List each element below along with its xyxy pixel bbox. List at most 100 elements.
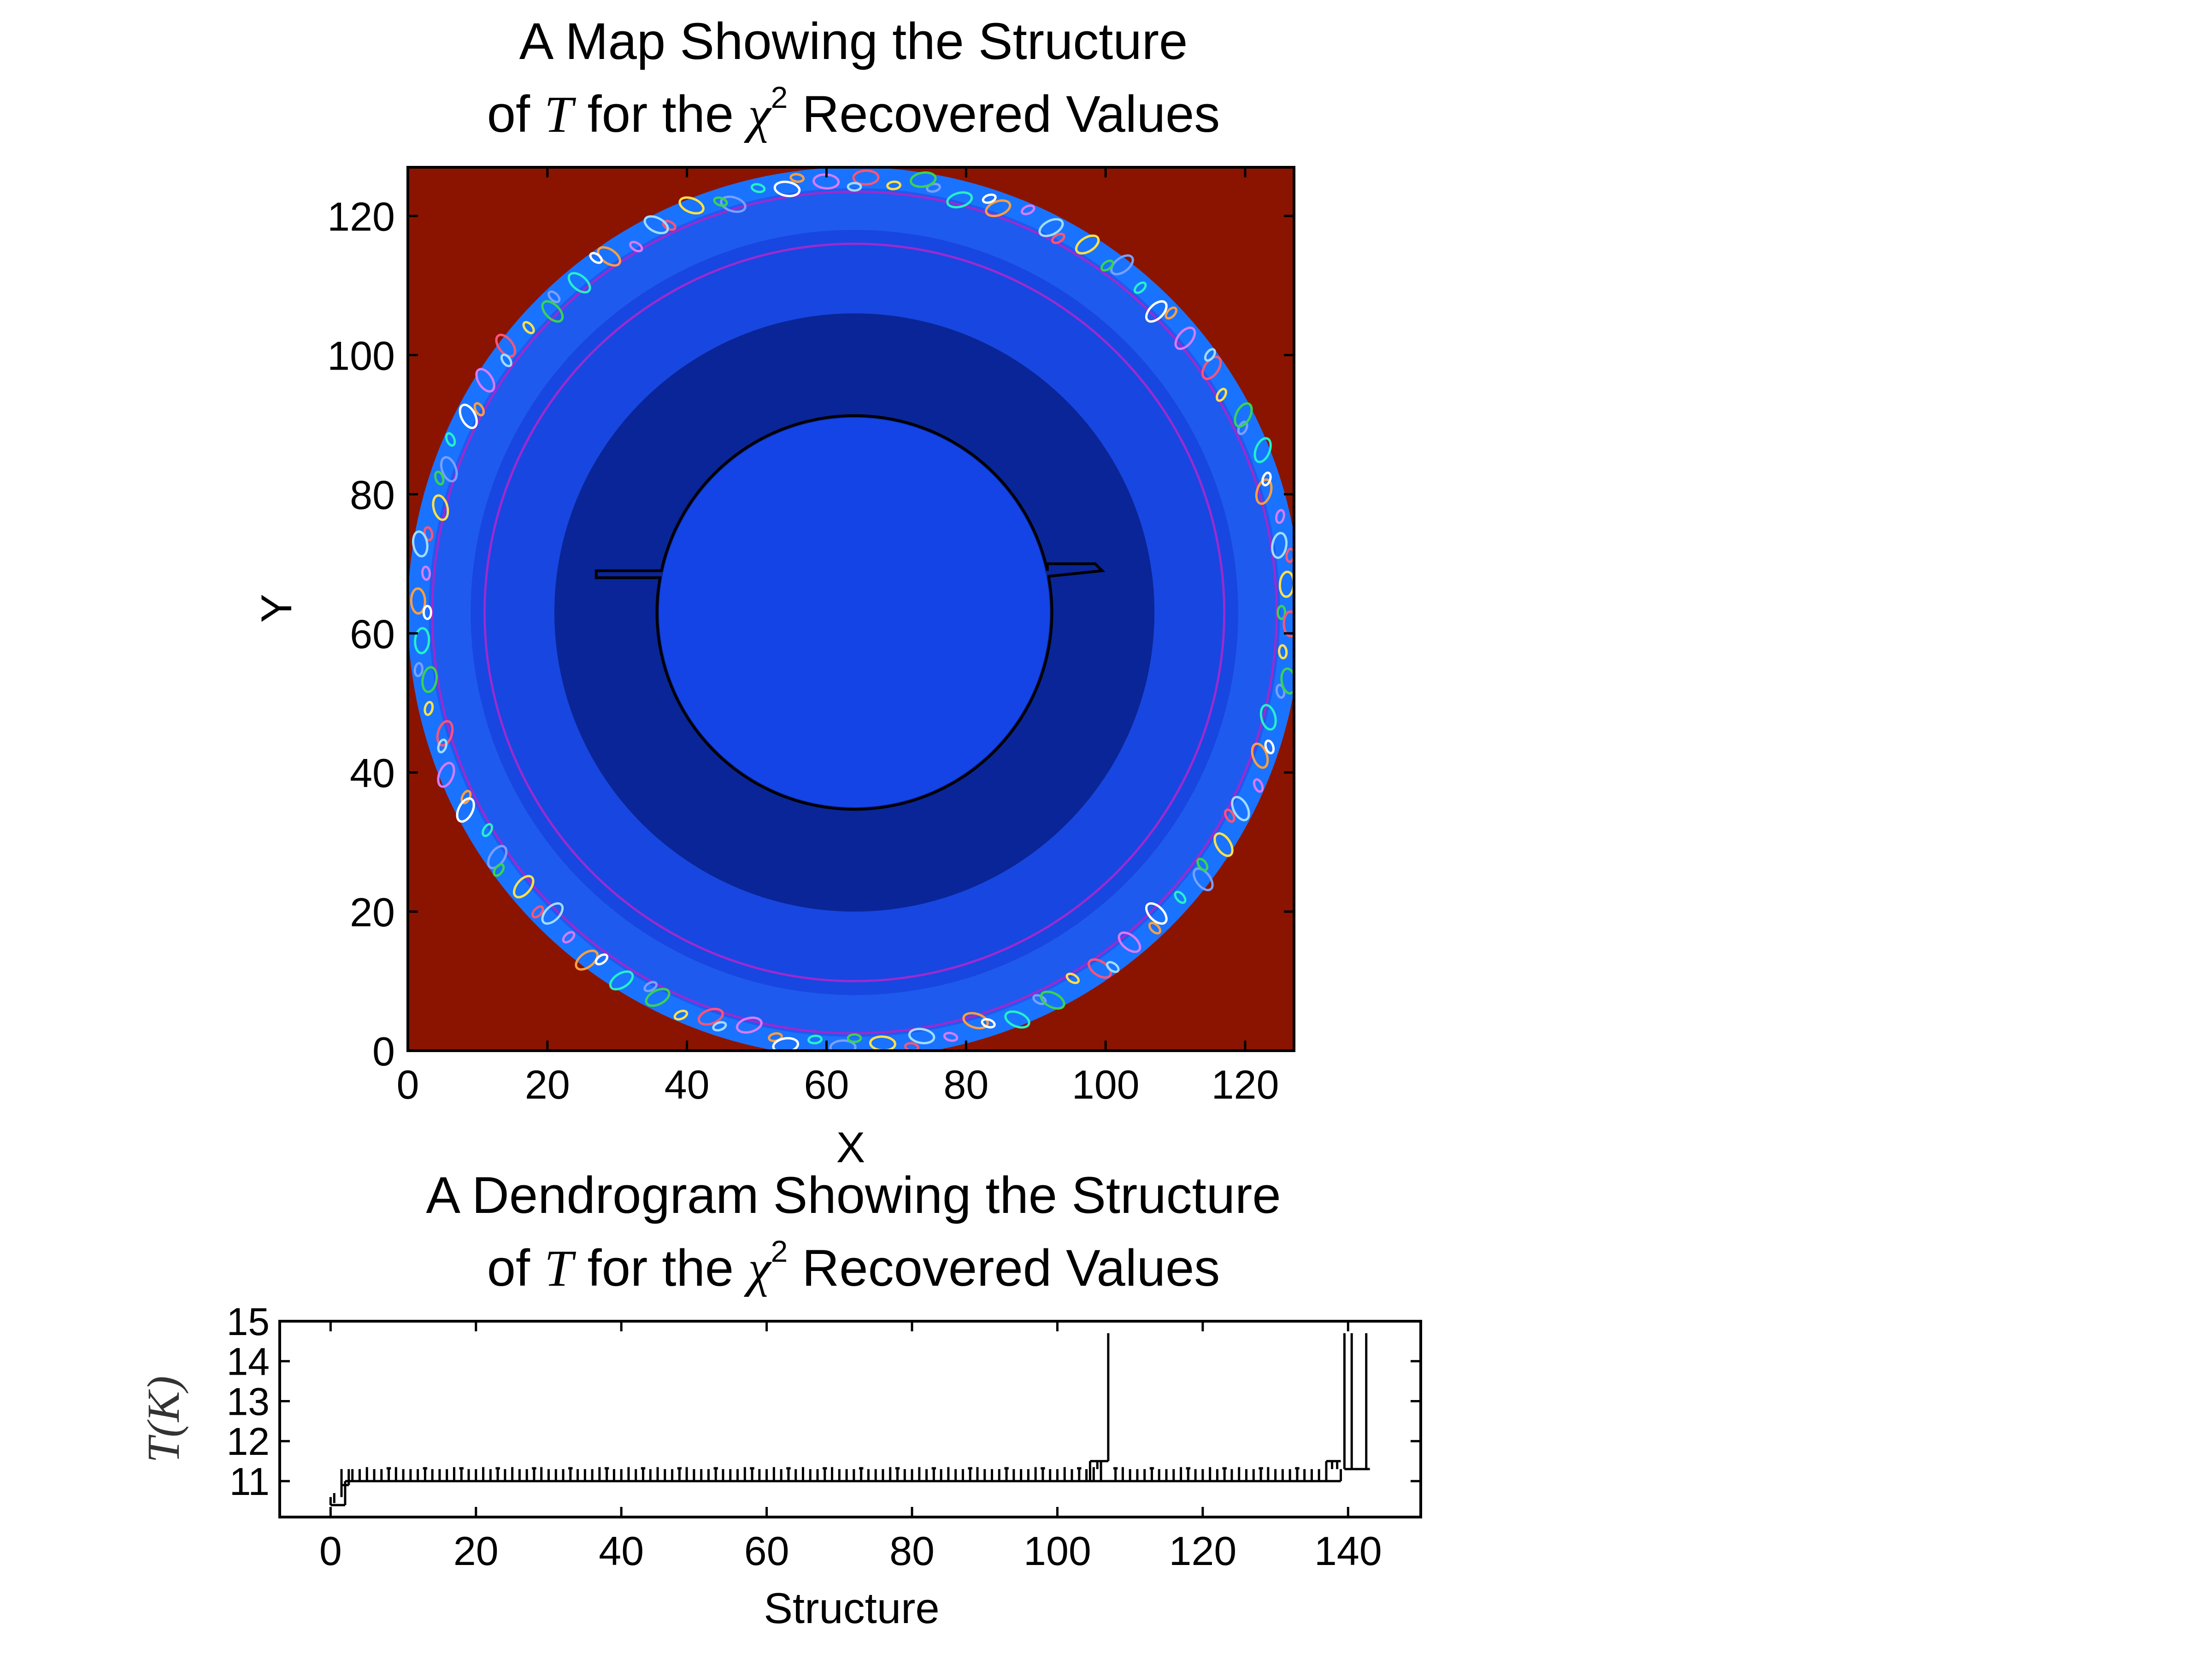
map-edge-contour bbox=[1145, 902, 1168, 925]
map-edge-contour bbox=[1224, 808, 1235, 823]
map-edge-contour bbox=[421, 666, 438, 693]
map-edge-contour bbox=[847, 182, 862, 192]
map-y-tick-label: 100 bbox=[327, 333, 395, 379]
dendrogram-branches bbox=[329, 1333, 1370, 1506]
map-edge-contour bbox=[720, 195, 747, 213]
map-edge-contour bbox=[1278, 644, 1288, 659]
map-edge-contour bbox=[886, 180, 902, 190]
map-x-tick-label: 40 bbox=[665, 1062, 710, 1107]
map-edge-contour bbox=[531, 905, 544, 918]
dendrogram-x-tick-label: 120 bbox=[1169, 1528, 1236, 1574]
map-title: A Map Showing the Structure of T for the… bbox=[487, 12, 1220, 143]
map-x-tick-label: 100 bbox=[1072, 1062, 1140, 1107]
map-edge-contour bbox=[829, 1039, 857, 1051]
map-edge-contour bbox=[1271, 532, 1288, 559]
map-edge-contour bbox=[673, 1010, 688, 1021]
map-edge-contour bbox=[445, 432, 456, 447]
map-edge-contour bbox=[1004, 1010, 1030, 1029]
dendrogram-y-tick-label: 14 bbox=[227, 1340, 270, 1383]
map-title-sup: 2 bbox=[771, 80, 788, 114]
map-edge-contour bbox=[1213, 832, 1234, 857]
map-edge-contour bbox=[482, 823, 494, 837]
map-edge-contour bbox=[643, 215, 669, 235]
map-y-tick-label: 0 bbox=[372, 1029, 395, 1074]
map-edge-contour bbox=[594, 953, 609, 965]
map-edge-contour bbox=[1110, 254, 1134, 276]
map-edge-contour bbox=[413, 662, 424, 677]
map-edge-contour bbox=[1075, 234, 1100, 255]
map-edge-contour bbox=[1088, 958, 1112, 979]
dendrogram-title-sup: 2 bbox=[771, 1234, 788, 1268]
map-edge-contour bbox=[434, 471, 445, 486]
map-edge-contour bbox=[414, 627, 430, 654]
map-title-mid: for the bbox=[573, 85, 748, 143]
map-y-tick-label: 40 bbox=[350, 750, 395, 796]
map-edge-contour bbox=[713, 196, 728, 207]
map-edge-contour bbox=[1192, 867, 1214, 891]
map-edge-contour bbox=[910, 171, 937, 188]
map-edge-contour bbox=[1065, 972, 1080, 984]
map-x-tick-label: 0 bbox=[397, 1062, 419, 1107]
map-x-tick-label: 120 bbox=[1212, 1062, 1279, 1107]
map-edge-contour bbox=[487, 845, 508, 870]
map-edge-contour bbox=[1204, 348, 1216, 362]
map-x-ticks: 0 20 40 60 80 100 120 bbox=[397, 167, 1279, 1107]
map-edge-contour bbox=[475, 368, 495, 393]
map-edge-contour bbox=[712, 1021, 727, 1032]
map-edge-contour bbox=[982, 193, 997, 204]
map-edge-contour bbox=[1275, 509, 1285, 524]
dendrogram-x-tick-label: 140 bbox=[1314, 1528, 1382, 1574]
map-title-var: T bbox=[544, 86, 576, 143]
dendrogram-y-tick-label: 11 bbox=[229, 1460, 270, 1503]
map-frame bbox=[406, 166, 1295, 1052]
dendrogram-title: A Dendrogram Showing the Structure of T … bbox=[426, 1166, 1281, 1297]
map-edge-contours bbox=[410, 169, 1294, 1051]
dendrogram-x-ticks: 0 20 40 60 80 100 120 140 bbox=[319, 1321, 1382, 1574]
map-edge-contour bbox=[772, 1037, 800, 1051]
map-edge-contour bbox=[575, 949, 599, 971]
map-edge-contour bbox=[1231, 796, 1250, 822]
map-edge-contour bbox=[645, 988, 671, 1007]
map-edge-contour bbox=[1280, 667, 1294, 695]
map-title-line2: of T for the χ2 Recovered Values bbox=[487, 80, 1220, 143]
map-edge-contour bbox=[773, 181, 801, 197]
map-y-tick-label: 60 bbox=[350, 611, 395, 657]
map-x-tick-label: 60 bbox=[804, 1062, 849, 1107]
map-edge-contour bbox=[1174, 326, 1196, 350]
dendrogram-y-tick-label: 12 bbox=[227, 1420, 270, 1463]
map-title-chi: χ bbox=[744, 86, 772, 143]
map-title-line1: A Map Showing the Structure bbox=[519, 12, 1188, 70]
dendrogram-frame bbox=[278, 1320, 1422, 1518]
map-edge-contour bbox=[459, 403, 478, 429]
map-edge-contour bbox=[981, 1018, 996, 1029]
map-edge-contour bbox=[1255, 478, 1273, 505]
map-edge-contour bbox=[513, 875, 535, 899]
dendrogram-y-tick-label: 13 bbox=[227, 1380, 270, 1423]
map-edge-contour bbox=[547, 290, 561, 303]
dendrogram-title-mid: for the bbox=[573, 1239, 748, 1297]
map-edge-contour bbox=[456, 797, 475, 823]
map-edge-contour bbox=[1259, 704, 1277, 731]
map-y-tick-label: 120 bbox=[327, 194, 395, 240]
dendrogram-title-post: Recovered Values bbox=[788, 1239, 1220, 1297]
dendrogram-x-tick-label: 0 bbox=[319, 1528, 342, 1574]
map-edge-contour bbox=[1282, 610, 1294, 638]
map-edge-contour bbox=[1100, 259, 1114, 272]
map-edge-contour bbox=[495, 334, 517, 358]
map-edge-contour bbox=[1277, 605, 1287, 620]
map-edge-contour bbox=[1253, 778, 1264, 793]
map-x-label: X bbox=[836, 1123, 865, 1171]
map-edge-contour bbox=[847, 1033, 862, 1043]
map-edge-contour bbox=[609, 970, 634, 991]
map-band-contour-0 bbox=[431, 190, 1278, 1035]
map-edge-contour bbox=[750, 183, 766, 194]
map-edge-contour bbox=[421, 565, 431, 581]
map-edge-contour bbox=[440, 456, 458, 482]
map-edge-contour bbox=[1051, 233, 1065, 244]
map-title-post: Recovered Values bbox=[788, 85, 1220, 143]
map-edge-contour bbox=[567, 272, 591, 294]
dendrogram-title-var: T bbox=[544, 1240, 576, 1297]
map-edge-contour bbox=[562, 931, 576, 944]
